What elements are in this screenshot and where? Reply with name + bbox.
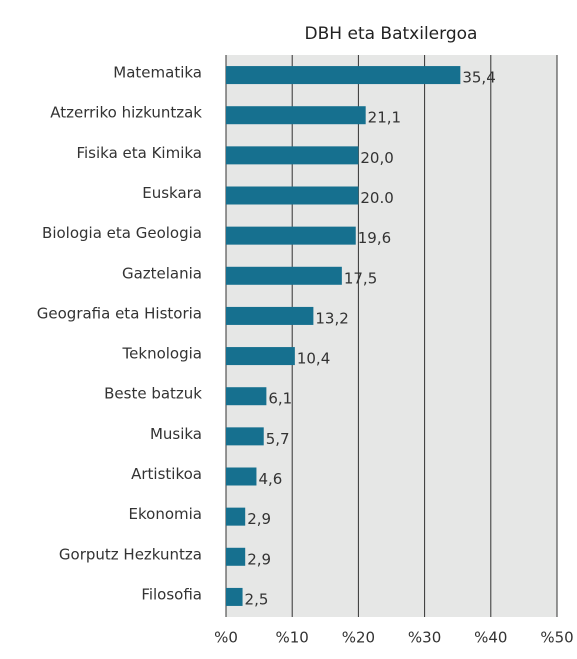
value-label: 2,9 — [247, 510, 271, 528]
x-tick-label: %40 — [474, 629, 507, 647]
value-label: 35,4 — [462, 69, 495, 87]
bar — [226, 427, 264, 446]
value-label: 20.0 — [360, 189, 393, 207]
x-tick-label: %30 — [408, 629, 441, 647]
value-label: 6,1 — [268, 390, 292, 408]
bar — [226, 547, 246, 566]
bar — [226, 306, 314, 325]
bar — [226, 66, 461, 85]
y-tick-label: Beste batzuk — [104, 385, 202, 403]
bar — [226, 387, 267, 406]
bar — [226, 146, 359, 165]
value-label: 2,5 — [245, 590, 269, 608]
value-label: 2,9 — [247, 550, 271, 568]
bar — [226, 186, 359, 205]
y-tick-label: Euskara — [142, 184, 202, 202]
bar — [226, 266, 342, 285]
value-label: 13,2 — [315, 309, 348, 327]
y-tick-label: Geografia eta Historia — [37, 304, 202, 322]
bar — [226, 587, 243, 606]
y-tick-label: Biologia eta Geologia — [42, 224, 202, 242]
y-tick-label: Ekonomia — [129, 505, 202, 523]
y-tick-label: Gorputz Hezkuntza — [59, 545, 202, 563]
x-tick-label: %0 — [214, 629, 238, 647]
chart-title: DBH eta Batxilergoa — [305, 24, 478, 44]
y-tick-label: Atzerriko hizkuntzak — [50, 104, 202, 122]
value-label: 20,0 — [360, 149, 393, 167]
y-tick-label: Musika — [150, 425, 202, 443]
plot-background — [226, 55, 557, 617]
bar — [226, 347, 295, 366]
value-label: 4,6 — [258, 470, 282, 488]
y-tick-label: Artistikoa — [131, 465, 202, 483]
y-tick-label: Fisika eta Kimika — [76, 144, 202, 162]
bar — [226, 507, 246, 526]
y-tick-label: Filosofia — [141, 585, 202, 603]
bar — [226, 106, 366, 125]
bar — [226, 226, 356, 245]
x-tick-label: %10 — [276, 629, 309, 647]
y-tick-label: Matematika — [113, 64, 202, 82]
value-label: 19,6 — [358, 229, 391, 247]
y-tick-label: Gaztelania — [122, 264, 202, 282]
value-label: 17,5 — [344, 269, 377, 287]
x-tick-label: %20 — [342, 629, 375, 647]
bar — [226, 467, 257, 486]
value-label: 21,1 — [368, 109, 401, 127]
value-label: 5,7 — [266, 430, 290, 448]
x-tick-label: %50 — [540, 629, 573, 647]
y-tick-label: Teknologia — [122, 345, 202, 363]
value-label: 10,4 — [297, 350, 330, 368]
